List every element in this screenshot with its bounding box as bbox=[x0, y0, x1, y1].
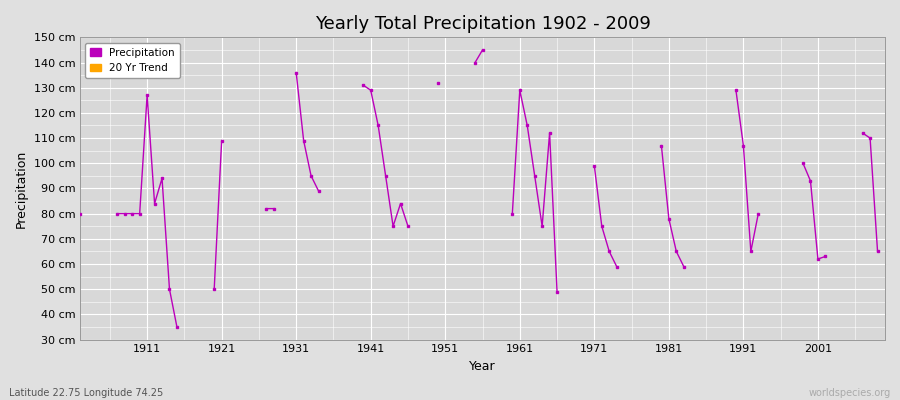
Y-axis label: Precipitation: Precipitation bbox=[15, 149, 28, 228]
Title: Yearly Total Precipitation 1902 - 2009: Yearly Total Precipitation 1902 - 2009 bbox=[315, 15, 651, 33]
X-axis label: Year: Year bbox=[469, 360, 496, 373]
Text: Latitude 22.75 Longitude 74.25: Latitude 22.75 Longitude 74.25 bbox=[9, 388, 163, 398]
Text: worldspecies.org: worldspecies.org bbox=[809, 388, 891, 398]
Legend: Precipitation, 20 Yr Trend: Precipitation, 20 Yr Trend bbox=[86, 42, 180, 78]
